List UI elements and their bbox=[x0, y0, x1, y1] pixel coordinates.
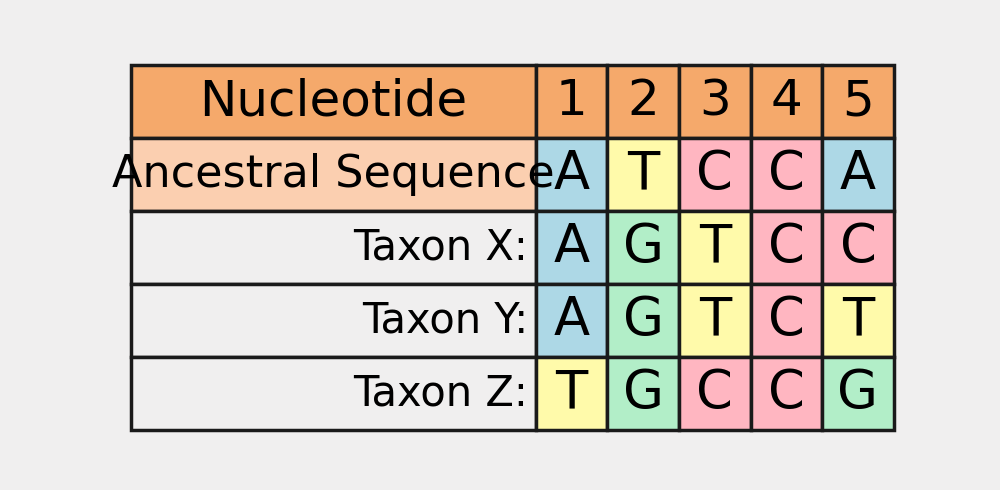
Text: 4: 4 bbox=[771, 77, 802, 125]
Bar bbox=[536, 65, 607, 138]
Text: 5: 5 bbox=[842, 77, 874, 125]
Text: 3: 3 bbox=[699, 77, 731, 125]
Bar bbox=[536, 357, 607, 430]
Bar bbox=[607, 211, 679, 284]
Text: G: G bbox=[623, 368, 664, 419]
Text: T: T bbox=[699, 221, 731, 273]
Text: A: A bbox=[553, 148, 590, 200]
Text: C: C bbox=[768, 148, 805, 200]
Text: 1: 1 bbox=[556, 77, 587, 125]
Bar bbox=[751, 65, 822, 138]
Bar bbox=[822, 211, 894, 284]
Bar bbox=[131, 357, 536, 430]
Text: T: T bbox=[555, 368, 588, 419]
Text: C: C bbox=[768, 221, 805, 273]
Bar bbox=[822, 357, 894, 430]
Bar bbox=[607, 284, 679, 357]
Bar bbox=[822, 284, 894, 357]
Text: T: T bbox=[699, 294, 731, 346]
Bar bbox=[751, 284, 822, 357]
Text: C: C bbox=[768, 294, 805, 346]
Bar bbox=[536, 211, 607, 284]
Text: G: G bbox=[837, 368, 878, 419]
Text: Taxon X:: Taxon X: bbox=[353, 226, 528, 269]
Bar bbox=[822, 138, 894, 211]
Bar bbox=[607, 65, 679, 138]
Text: G: G bbox=[623, 221, 664, 273]
Text: A: A bbox=[553, 294, 590, 346]
Text: T: T bbox=[627, 148, 659, 200]
Bar bbox=[679, 211, 751, 284]
Text: A: A bbox=[553, 221, 590, 273]
Bar bbox=[822, 65, 894, 138]
Text: C: C bbox=[768, 368, 805, 419]
Text: C: C bbox=[696, 368, 733, 419]
Bar bbox=[607, 357, 679, 430]
Bar bbox=[536, 138, 607, 211]
Bar bbox=[751, 211, 822, 284]
Text: Taxon Z:: Taxon Z: bbox=[353, 372, 528, 415]
Text: Taxon Y:: Taxon Y: bbox=[362, 299, 528, 342]
Text: Ancestral Sequence: Ancestral Sequence bbox=[112, 153, 555, 196]
Text: C: C bbox=[840, 221, 876, 273]
Bar bbox=[131, 138, 536, 211]
Bar bbox=[679, 357, 751, 430]
Text: 2: 2 bbox=[627, 77, 659, 125]
Text: G: G bbox=[623, 294, 664, 346]
Bar bbox=[607, 138, 679, 211]
Bar bbox=[679, 284, 751, 357]
Bar bbox=[679, 138, 751, 211]
Bar bbox=[131, 65, 536, 138]
Bar bbox=[679, 65, 751, 138]
Text: C: C bbox=[696, 148, 733, 200]
Text: Nucleotide: Nucleotide bbox=[199, 77, 468, 125]
Bar bbox=[131, 211, 536, 284]
Bar bbox=[751, 357, 822, 430]
Text: A: A bbox=[840, 148, 876, 200]
Bar bbox=[131, 284, 536, 357]
Bar bbox=[751, 138, 822, 211]
Bar bbox=[536, 284, 607, 357]
Text: T: T bbox=[842, 294, 874, 346]
